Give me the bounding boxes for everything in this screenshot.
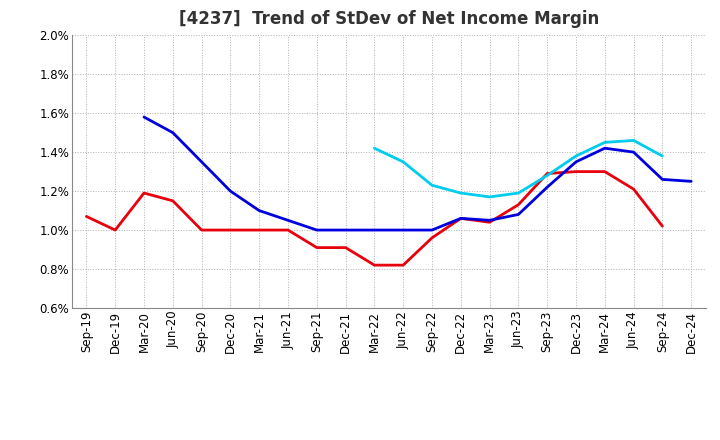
Line: 7 Years: 7 Years xyxy=(374,140,662,197)
Line: 3 Years: 3 Years xyxy=(86,172,662,265)
5 Years xyxy=(428,227,436,233)
3 Years xyxy=(370,263,379,268)
3 Years xyxy=(111,227,120,233)
7 Years xyxy=(514,191,523,196)
7 Years xyxy=(399,159,408,165)
5 Years xyxy=(543,184,552,190)
5 Years xyxy=(284,218,292,223)
7 Years xyxy=(485,194,494,200)
3 Years xyxy=(399,263,408,268)
5 Years xyxy=(456,216,465,221)
3 Years xyxy=(485,220,494,225)
5 Years xyxy=(514,212,523,217)
5 Years xyxy=(226,188,235,194)
3 Years xyxy=(226,227,235,233)
Title: [4237]  Trend of StDev of Net Income Margin: [4237] Trend of StDev of Net Income Marg… xyxy=(179,10,599,28)
3 Years xyxy=(140,191,148,196)
5 Years xyxy=(255,208,264,213)
7 Years xyxy=(543,173,552,178)
5 Years xyxy=(687,179,696,184)
3 Years xyxy=(341,245,350,250)
3 Years xyxy=(197,227,206,233)
5 Years xyxy=(572,159,580,165)
3 Years xyxy=(82,214,91,219)
7 Years xyxy=(658,154,667,159)
7 Years xyxy=(629,138,638,143)
5 Years xyxy=(140,114,148,120)
7 Years xyxy=(572,154,580,159)
5 Years xyxy=(600,146,609,151)
5 Years xyxy=(312,227,321,233)
7 Years xyxy=(370,146,379,151)
7 Years xyxy=(600,140,609,145)
Line: 5 Years: 5 Years xyxy=(144,117,691,230)
5 Years xyxy=(341,227,350,233)
7 Years xyxy=(456,191,465,196)
3 Years xyxy=(255,227,264,233)
3 Years xyxy=(600,169,609,174)
5 Years xyxy=(370,227,379,233)
5 Years xyxy=(197,159,206,165)
3 Years xyxy=(312,245,321,250)
3 Years xyxy=(456,216,465,221)
5 Years xyxy=(629,150,638,155)
3 Years xyxy=(658,224,667,229)
3 Years xyxy=(514,202,523,207)
3 Years xyxy=(168,198,177,203)
5 Years xyxy=(399,227,408,233)
3 Years xyxy=(428,235,436,241)
3 Years xyxy=(629,187,638,192)
5 Years xyxy=(168,130,177,135)
3 Years xyxy=(543,171,552,176)
5 Years xyxy=(485,218,494,223)
7 Years xyxy=(428,183,436,188)
3 Years xyxy=(572,169,580,174)
5 Years xyxy=(658,177,667,182)
3 Years xyxy=(284,227,292,233)
